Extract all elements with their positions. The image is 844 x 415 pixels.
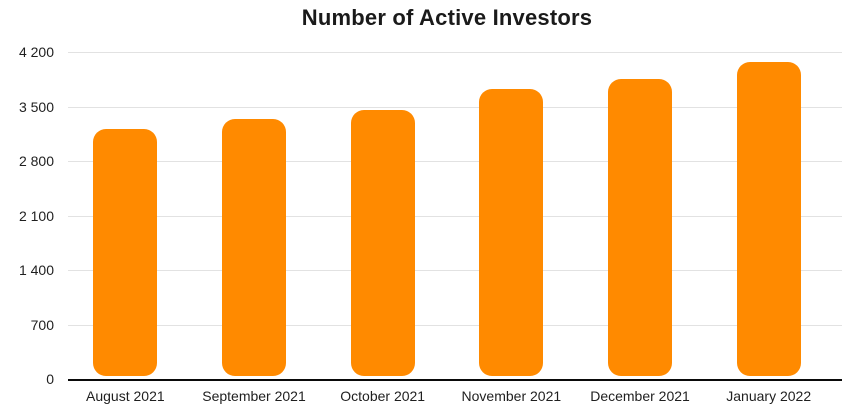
y-axis-tick-label: 3 500 xyxy=(18,99,54,115)
plot-area xyxy=(68,52,842,381)
bar-november-2021 xyxy=(479,89,544,376)
x-axis-label: August 2021 xyxy=(86,388,165,404)
y-axis-tick-label: 2 100 xyxy=(18,208,54,224)
y-gridline xyxy=(68,107,842,108)
y-axis-tick-label: 0 xyxy=(46,371,54,387)
bar-october-2021 xyxy=(350,110,415,376)
bar-january-2022 xyxy=(736,62,801,376)
x-axis-label: November 2021 xyxy=(461,388,562,404)
y-axis-tick-label: 700 xyxy=(30,317,54,333)
x-axis-label: September 2021 xyxy=(202,388,306,404)
y-axis-tick-label: 2 800 xyxy=(18,153,54,169)
y-gridline xyxy=(68,52,842,53)
bar-slot xyxy=(576,52,705,379)
bar-slot xyxy=(318,52,447,379)
y-gridline xyxy=(68,325,842,326)
bar-september-2021 xyxy=(222,119,286,376)
y-gridline xyxy=(68,161,842,162)
bars-series xyxy=(61,52,833,379)
y-axis-tick-label: 4 200 xyxy=(18,44,54,60)
x-axis-label: October 2021 xyxy=(340,388,426,404)
bar-slot xyxy=(61,52,190,379)
bar-december-2021 xyxy=(608,79,673,376)
y-axis-tick-label: 1 400 xyxy=(18,262,54,278)
x-axis-baseline xyxy=(68,379,842,381)
x-axis-label: December 2021 xyxy=(590,388,690,404)
bar-august-2021 xyxy=(93,129,158,376)
chart-title: Number of Active Investors xyxy=(301,5,593,30)
y-gridline xyxy=(68,270,842,271)
bar-slot xyxy=(190,52,319,379)
x-axis: August 2021 September 2021 October 2021 Nov… xyxy=(61,388,833,404)
bar-slot xyxy=(704,52,833,379)
bar-slot xyxy=(447,52,576,379)
x-axis-label: January 2022 xyxy=(726,388,812,404)
y-gridline xyxy=(68,216,842,217)
